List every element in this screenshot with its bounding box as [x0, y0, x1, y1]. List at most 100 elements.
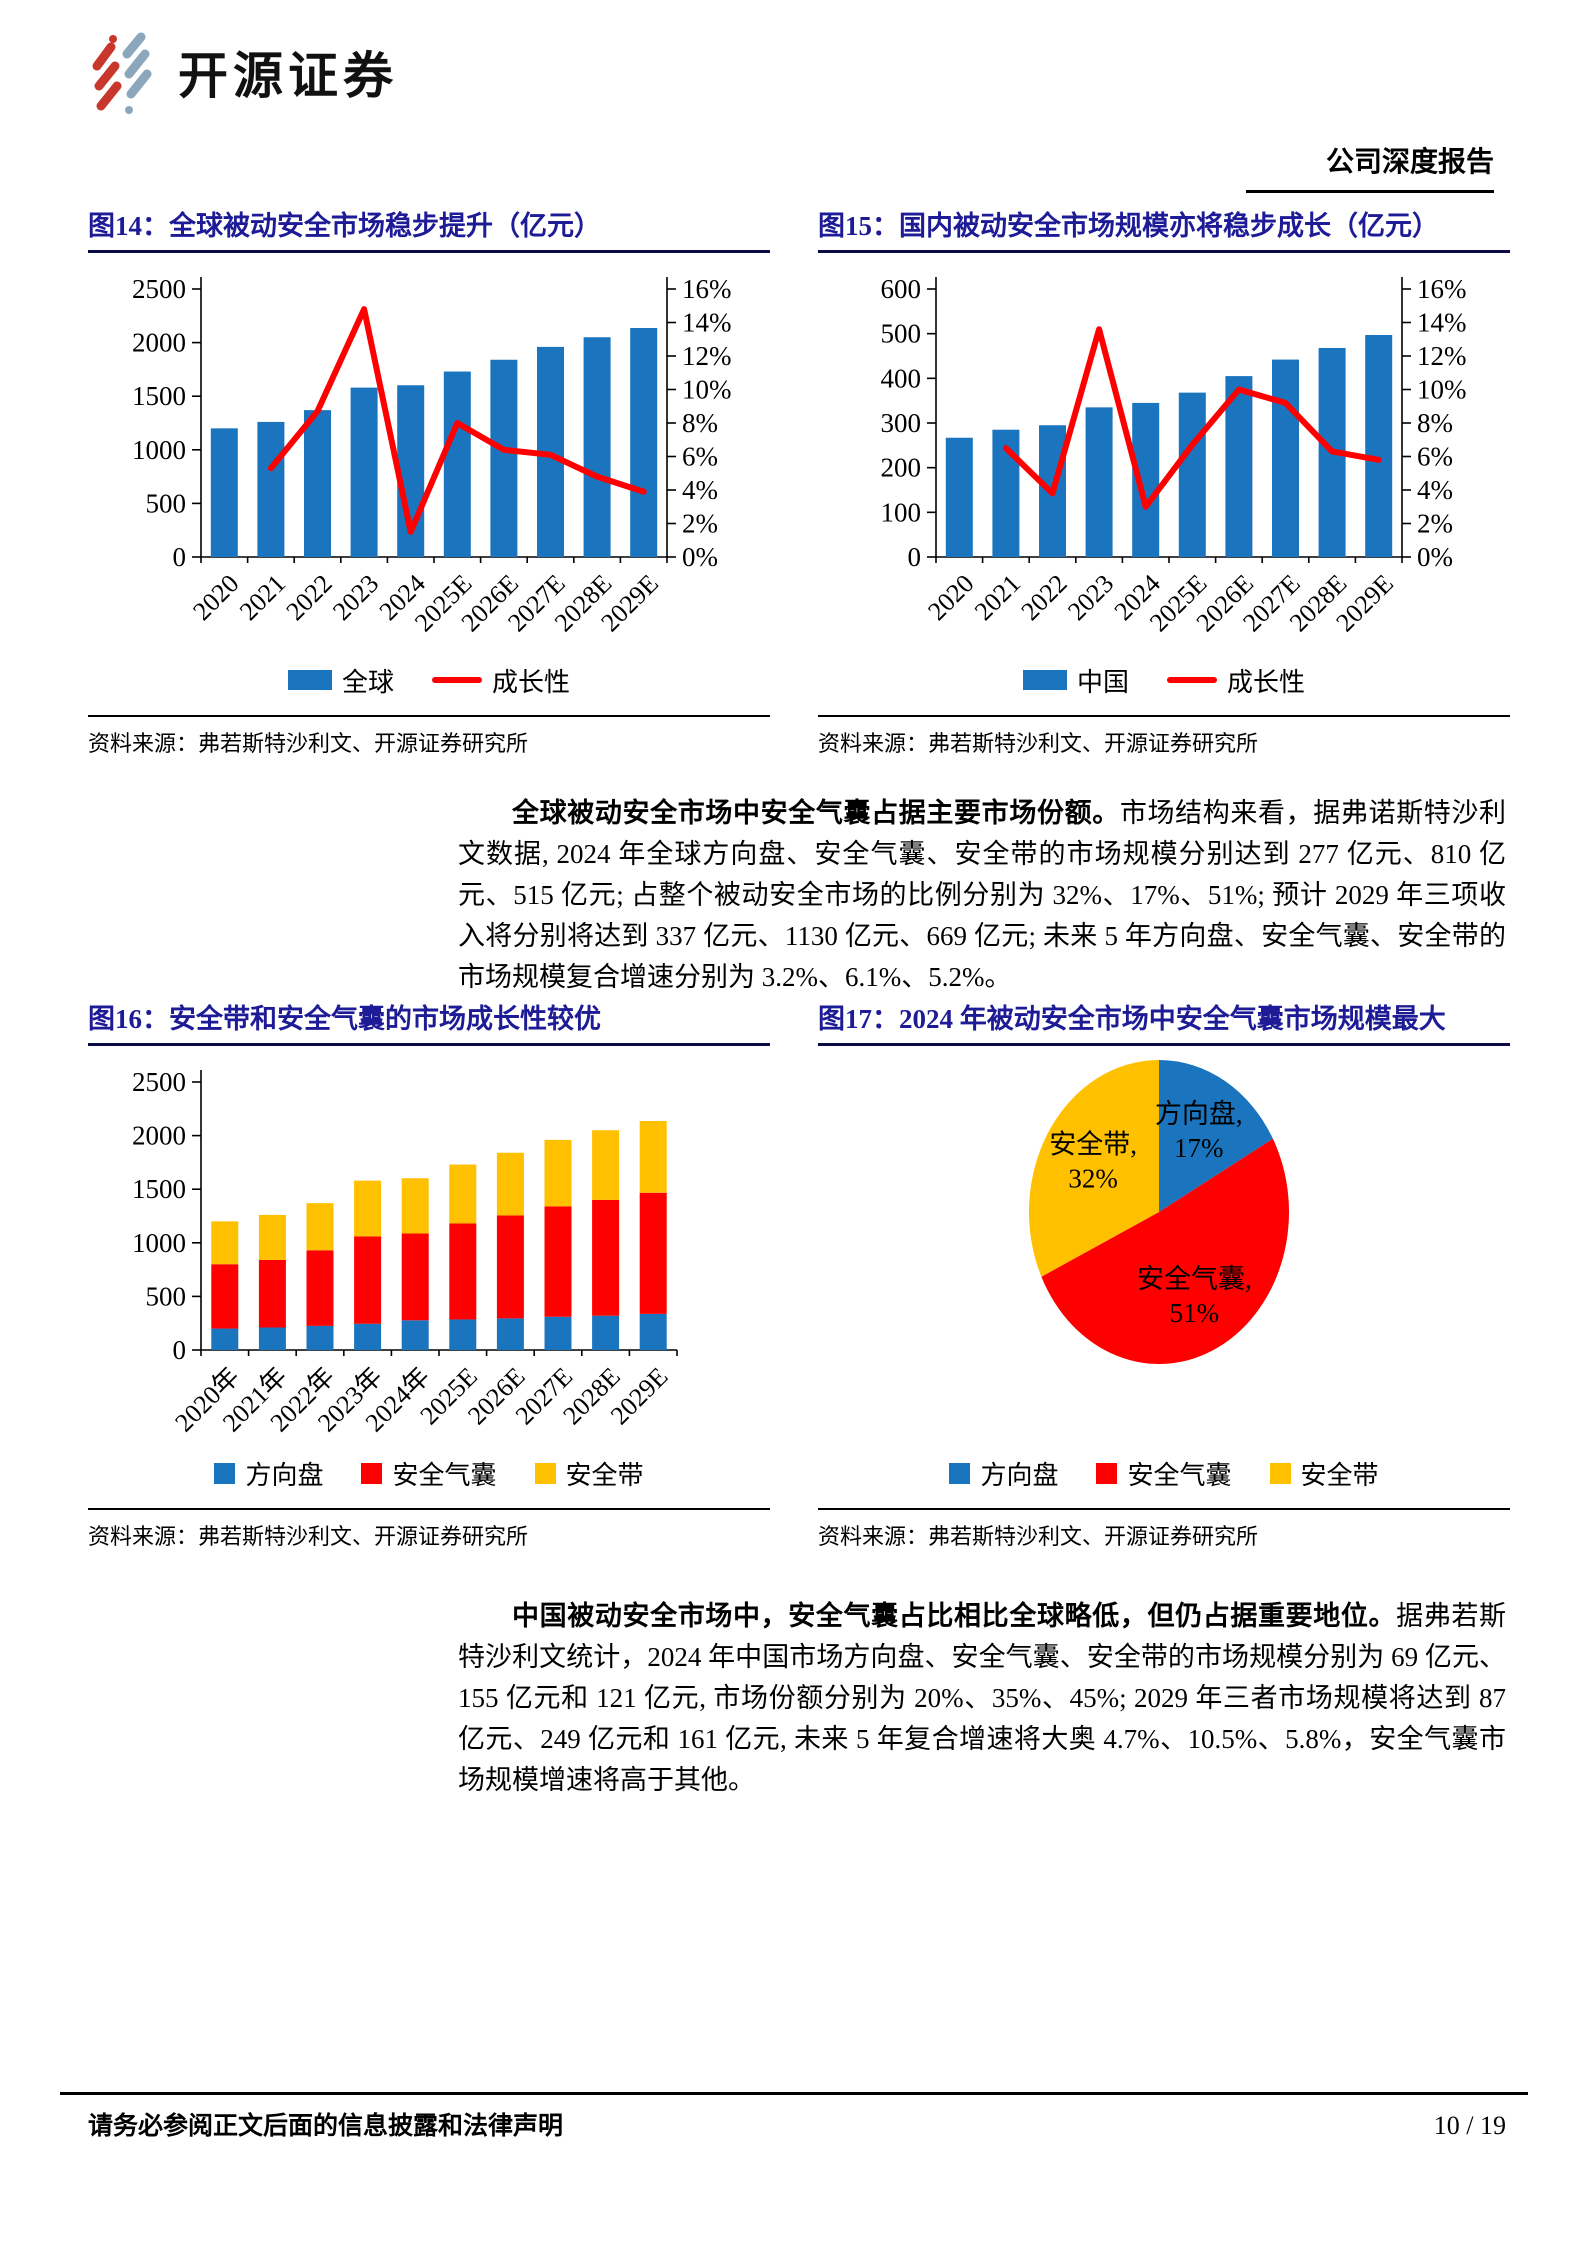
legend-label: 安全气囊 — [392, 1460, 497, 1490]
legend-label: 全球 — [341, 667, 394, 697]
svg-text:2020: 2020 — [922, 569, 979, 626]
source-divider — [818, 1508, 1510, 1510]
legend-item: 成长性 — [1167, 662, 1305, 699]
legend-label: 成长性 — [1227, 667, 1306, 697]
svg-text:4%: 4% — [682, 475, 718, 505]
legend-label: 安全气囊 — [1127, 1460, 1232, 1490]
bars — [210, 328, 658, 557]
figure-17-chart: 方向盘, 17% 安全气囊, 51% 安全带, 32% — [1029, 1060, 1289, 1364]
legend-label: 安全带 — [1300, 1460, 1379, 1490]
legend-color-swatch — [534, 1462, 556, 1484]
paragraph-2: 中国被动安全市场中，安全气囊占比相比全球略低，但仍占据重要地位。据弗若斯特沙利文… — [458, 1596, 1506, 1801]
figure-16-legend: 方向盘 安全气囊 安全带 — [88, 1456, 770, 1490]
legend-item: 中国 — [1022, 662, 1129, 699]
footer-disclaimer: 请务必参阅正文后面的信息披露和法律声明 — [88, 2113, 564, 2140]
figure-14-source: 资料来源：弗若斯特沙利文、开源证券研究所 — [88, 731, 529, 756]
legend-label: 方向盘 — [245, 1460, 324, 1490]
growth-line — [1002, 326, 1382, 510]
pie-label: 方向盘, 17% — [1155, 1099, 1243, 1163]
figure-17-legend: 方向盘 安全气囊 安全带 — [818, 1456, 1510, 1490]
bars — [945, 335, 1393, 557]
legend-label: 成长性 — [492, 667, 571, 697]
legend-item: 方向盘 — [214, 1455, 323, 1492]
pie-label: 安全气囊, 51% — [1137, 1264, 1252, 1328]
svg-text:6%: 6% — [1417, 442, 1453, 472]
svg-text:10%: 10% — [1417, 375, 1467, 405]
legend-color-swatch — [287, 670, 332, 690]
svg-text:2023: 2023 — [327, 569, 384, 626]
svg-text:14%: 14% — [682, 308, 732, 338]
svg-text:8%: 8% — [1417, 408, 1453, 438]
growth-line — [267, 306, 647, 535]
source-divider — [818, 715, 1510, 717]
svg-text:400: 400 — [881, 363, 922, 393]
svg-text:1500: 1500 — [132, 1174, 186, 1204]
svg-text:500: 500 — [881, 319, 922, 349]
svg-text:600: 600 — [881, 274, 922, 304]
svg-text:4%: 4% — [1417, 475, 1453, 505]
paragraph-1-body: 市场结构来看，据弗诺斯特沙利文数据, 2024 年全球方向盘、安全气囊、安全带的… — [458, 798, 1506, 992]
figure-17-source: 资料来源：弗若斯特沙利文、开源证券研究所 — [818, 1524, 1259, 1549]
svg-text:2500: 2500 — [132, 274, 186, 304]
svg-text:2%: 2% — [682, 509, 718, 539]
legend-color-swatch — [1022, 670, 1067, 690]
svg-text:12%: 12% — [682, 341, 732, 371]
page-number: 10 / 19 — [1433, 2111, 1506, 2140]
svg-text:8%: 8% — [682, 408, 718, 438]
legend-item: 成长性 — [432, 662, 570, 699]
legend-item: 安全气囊 — [361, 1455, 497, 1492]
svg-text:0%: 0% — [1417, 542, 1453, 572]
legend-label: 中国 — [1076, 667, 1129, 697]
figure-15-source: 资料来源：弗若斯特沙利文、开源证券研究所 — [818, 731, 1259, 756]
svg-text:2000: 2000 — [132, 328, 186, 358]
legend-item: 安全带 — [1269, 1455, 1379, 1492]
figure-17: 图17：2024 年被动安全市场中安全气囊市场规模最大 方向盘, 17% 安全气囊,… — [818, 1003, 1510, 1551]
figure-16-source: 资料来源：弗若斯特沙利文、开源证券研究所 — [88, 1524, 529, 1549]
svg-text:2021: 2021 — [969, 569, 1026, 626]
figure-14-title: 图14：全球被动安全市场稳步提升（亿元） — [88, 210, 770, 253]
pie-label: 安全带, 32% — [1049, 1130, 1137, 1194]
x-axis-labels: 202020212022202320242025E2026E2027E2028E… — [922, 569, 1399, 638]
svg-text:6%: 6% — [682, 442, 718, 472]
figure-15-title: 图15：国内被动安全市场规模亦将稳步成长（亿元） — [818, 210, 1510, 253]
legend-item: 方向盘 — [949, 1455, 1058, 1492]
pie-slices — [1029, 1060, 1289, 1364]
source-divider — [88, 715, 770, 717]
svg-text:500: 500 — [146, 1281, 187, 1311]
svg-text:500: 500 — [146, 488, 187, 518]
paragraph-1-lead: 全球被动安全市场中安全气囊占据主要市场份额。 — [512, 798, 1120, 828]
svg-text:1500: 1500 — [132, 381, 186, 411]
figure-16: 图16：安全带和安全气囊的市场成长性较优 0 500 1000 1500 2000 250… — [88, 1003, 770, 1551]
figure-15-legend: 中国 成长性 — [818, 663, 1510, 697]
svg-text:2500: 2500 — [132, 1067, 186, 1097]
paragraph-2-body: 据弗若斯特沙利文统计，2024 年中国市场方向盘、安全气囊、安全带的市场规模分别… — [458, 1601, 1507, 1795]
svg-text:12%: 12% — [1417, 341, 1467, 371]
svg-text:2022: 2022 — [280, 569, 337, 626]
footer: 请务必参阅正文后面的信息披露和法律声明 10 / 19 — [88, 2106, 1506, 2142]
svg-text:16%: 16% — [682, 274, 732, 304]
svg-text:300: 300 — [881, 408, 922, 438]
figure-16-chart: 0 500 1000 1500 2000 2500 2020年2021年2022年2023年… — [132, 1067, 678, 1438]
footer-divider — [60, 2092, 1528, 2095]
svg-text:0: 0 — [908, 542, 922, 572]
figure-14-chart: 0 500 1000 1500 2000 2500 0%2% 4%6% 8%10% 12%14% 1… — [132, 274, 732, 638]
legend-color-swatch — [361, 1462, 383, 1484]
legend-item: 全球 — [287, 662, 394, 699]
svg-text:100: 100 — [881, 497, 922, 527]
svg-text:2021: 2021 — [234, 569, 291, 626]
svg-text:0: 0 — [173, 1335, 187, 1365]
brand-logo-icon — [92, 32, 152, 114]
svg-text:0: 0 — [173, 542, 187, 572]
brand-name: 开源证券 — [178, 48, 398, 104]
legend-line-swatch — [1167, 677, 1217, 683]
svg-text:10%: 10% — [682, 375, 732, 405]
svg-text:2023: 2023 — [1062, 569, 1119, 626]
legend-color-swatch — [949, 1462, 971, 1484]
figure-16-title: 图16：安全带和安全气囊的市场成长性较优 — [88, 1003, 770, 1046]
legend-item: 安全带 — [534, 1455, 644, 1492]
x-axis-labels: 202020212022202320242025E2026E2027E2028E… — [187, 569, 664, 638]
svg-text:1000: 1000 — [132, 1228, 186, 1258]
figure-14: 图14：全球被动安全市场稳步提升（亿元） 0 500 1000 1500 2000 250… — [88, 210, 770, 758]
x-axis-labels: 2020年2021年2022年2023年2024年2025E2026E2027E… — [169, 1362, 673, 1438]
